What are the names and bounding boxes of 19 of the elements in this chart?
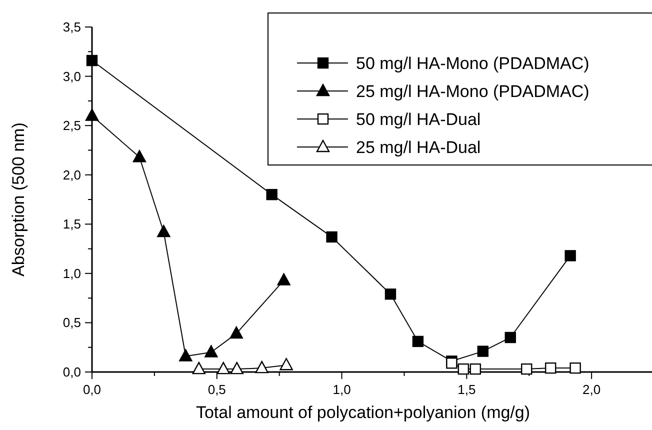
y-tick-label: 1,5 [62,216,81,232]
y-tick-label: 1,0 [62,266,81,281]
y-tick-label: 0,5 [62,315,81,330]
y-tick-label: 2,5 [62,118,81,134]
y-tick-label: 2,0 [62,167,81,182]
legend-label: 25 mg/l HA-Dual [356,138,481,157]
x-tick-label: 1,0 [332,382,351,397]
y-axis-title: Absorption (500 nm) [9,122,28,277]
x-tick-label: 1,5 [458,382,476,397]
y-tick-label: 3,0 [62,68,81,84]
x-tick-label: 2,0 [582,382,601,397]
y-tick-label: 3,5 [62,20,81,34]
legend-label: 50 mg/l HA-Dual [356,110,481,129]
y-tick-label: 0,0 [62,364,81,380]
x-tick-label: 0,5 [208,382,226,397]
legend-label: 25 mg/l HA-Mono (PDADMAC) [356,82,590,101]
x-axis-title: Total amount of polycation+polyanion (mg/g) [196,403,530,422]
x-tick-label: 0,0 [82,382,102,397]
legend-label: 50 mg/l HA-Mono (PDADMAC) [356,54,590,73]
